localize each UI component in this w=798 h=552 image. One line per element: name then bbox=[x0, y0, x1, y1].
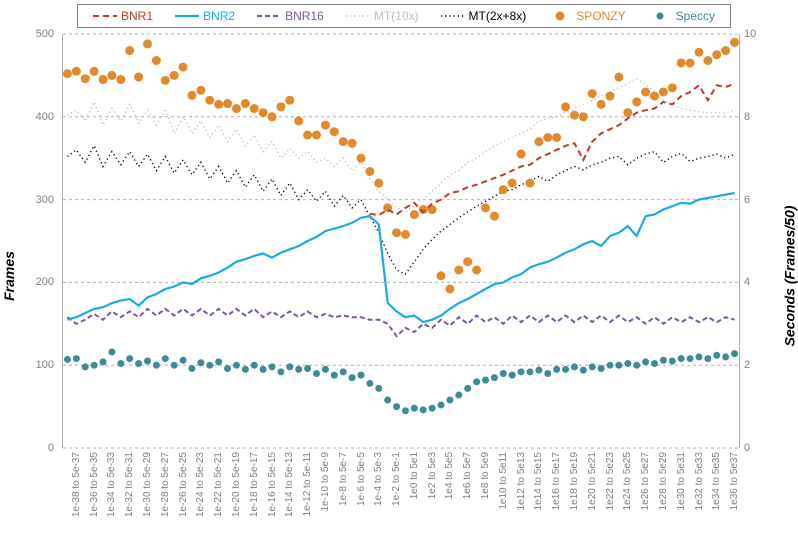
x-tick-label: 1e4 to 5e5 bbox=[444, 452, 455, 499]
x-tick-label: 1e-32 to 5e-31 bbox=[124, 452, 135, 517]
legend-label: BNR16 bbox=[285, 9, 324, 23]
legend-item: SPONZY bbox=[548, 9, 625, 23]
x-tick-label: 1e-36 to 5e-35 bbox=[89, 452, 100, 517]
x-tick-label: 1e-24 to 5e-23 bbox=[195, 452, 206, 517]
x-tick-label: 1e36 to 5e37 bbox=[729, 452, 740, 510]
legend-item: MT(2x+8x) bbox=[441, 9, 527, 23]
x-tick-label: 1e-28 to 5e-27 bbox=[160, 452, 171, 517]
x-tick-label: 1e-16 to 5e-15 bbox=[267, 452, 278, 517]
x-tick-label: 1e-12 to 5e-11 bbox=[302, 452, 313, 516]
x-tick-label: 1e-10 to 5e-9 bbox=[320, 452, 331, 512]
x-tick-label: 1e-26 to 5e-25 bbox=[178, 452, 189, 517]
chart: BNR1 BNR2 BNR16 MT(10x) MT(2x+8x) SPONZY Specc… bbox=[0, 0, 798, 552]
legend-item: BNR1 bbox=[93, 9, 153, 23]
x-tick-label: 1e-2 to 5e-1 bbox=[391, 452, 402, 506]
x-tick-label: 1e12 to 5e13 bbox=[516, 452, 527, 510]
legend-label: MT(10x) bbox=[374, 9, 419, 23]
x-tick-label: 1e-38 to 5e-37 bbox=[71, 452, 82, 517]
legend: BNR1 BNR2 BNR16 MT(10x) MT(2x+8x) SPONZY Specc… bbox=[77, 4, 731, 28]
x-tick-label: 1e18 to 5e19 bbox=[569, 452, 580, 510]
series-BNR1 bbox=[370, 84, 735, 216]
x-tick-label: 1e34 to 5e35 bbox=[711, 452, 722, 510]
legend-item: MT(10x) bbox=[346, 9, 419, 23]
x-tick-label: 1e-20 to 5e-19 bbox=[231, 452, 242, 517]
x-tick-label: 1e16 to 5e17 bbox=[551, 452, 562, 510]
legend-label: MT(2x+8x) bbox=[469, 9, 527, 23]
series-MT2x8x bbox=[67, 146, 734, 274]
x-tick-label: 1e-6 to 5e-5 bbox=[356, 452, 367, 506]
y-ticks-left: 0100200300400500 bbox=[28, 34, 58, 448]
x-tick-label: 1e26 to 5e27 bbox=[640, 452, 651, 510]
x-tick-label: 1e-34 to 5e-33 bbox=[106, 452, 117, 517]
x-tick-label: 1e-4 to 5e-3 bbox=[373, 452, 384, 506]
x-tick-label: 1e32 to 5e33 bbox=[694, 452, 705, 510]
legend-item: BNR2 bbox=[175, 9, 235, 23]
series-Speccy bbox=[64, 348, 738, 414]
x-tick-label: 1e30 to 5e31 bbox=[676, 452, 687, 510]
series-SPONZY bbox=[63, 38, 739, 294]
y-axis-right-label: Seconds (Frames/50) bbox=[780, 0, 798, 552]
legend-label: BNR1 bbox=[121, 9, 153, 23]
x-tick-label: 1e24 to 5e25 bbox=[622, 452, 633, 510]
plot-area bbox=[62, 34, 740, 448]
x-tick-label: 1e10 to 5e11 bbox=[498, 452, 509, 510]
x-tick-label: 1e2 to 5e3 bbox=[427, 452, 438, 499]
legend-label: BNR2 bbox=[203, 9, 235, 23]
x-tick-label: 1e22 to 5e23 bbox=[605, 452, 616, 510]
x-tick-label: 1e-30 to 5e-29 bbox=[142, 452, 153, 517]
x-tick-label: 1e20 to 5e21 bbox=[587, 452, 598, 510]
x-tick-label: 1e-8 to 5e-7 bbox=[338, 452, 349, 506]
x-ticks: 1e-38 to 5e-37 1e-36 to 5e-35 1e-34 to 5e-… bbox=[62, 448, 738, 548]
x-tick-label: 1e14 to 5e15 bbox=[533, 452, 544, 510]
x-tick-label: 1e-22 to 5e-21 bbox=[213, 452, 224, 517]
legend-label: SPONZY bbox=[576, 9, 625, 23]
x-tick-label: 1e28 to 5e29 bbox=[658, 452, 669, 510]
legend-item: Speccy bbox=[648, 9, 715, 23]
y-axis-left-label: Frames bbox=[0, 0, 18, 552]
x-tick-label: 1e8 to 5e9 bbox=[480, 452, 491, 499]
legend-label: Speccy bbox=[676, 9, 715, 23]
y-ticks-right: 0246810 bbox=[740, 34, 770, 448]
x-tick-label: 1e0 to 5e1 bbox=[409, 452, 420, 499]
legend-item: BNR16 bbox=[257, 9, 324, 23]
x-tick-label: 1e-18 to 5e-17 bbox=[249, 452, 260, 517]
x-tick-label: 1e6 to 5e7 bbox=[462, 452, 473, 499]
x-tick-label: 1e-14 to 5e-13 bbox=[284, 452, 295, 517]
